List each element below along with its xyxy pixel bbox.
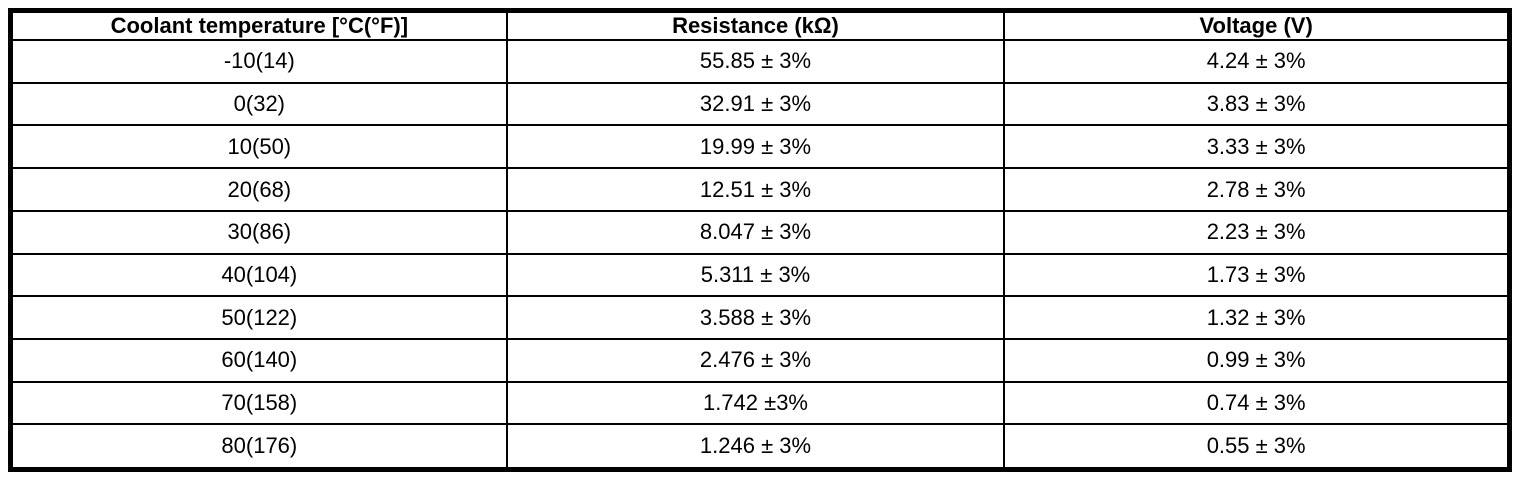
voltage-cell: 1.73 ± 3%	[1003, 252, 1511, 298]
voltage-cell: 4.24 ± 3%	[1003, 39, 1511, 84]
column-header-resistance: Resistance (kΩ)	[505, 9, 1006, 41]
resistance-cell: 12.51 ± 3%	[505, 167, 1006, 212]
resistance-cell: 8.047 ± 3%	[505, 209, 1006, 255]
temperature-cell: 70(158)	[9, 380, 508, 426]
resistance-cell: 3.588 ± 3%	[505, 295, 1006, 341]
temperature-cell: 10(50)	[9, 124, 508, 170]
column-header-coolant-temperature: Coolant temperature [°C(°F)]	[9, 9, 508, 41]
temperature-cell: -10(14)	[9, 39, 508, 84]
table-row: 0(32) 32.91 ± 3% 3.83 ± 3%	[9, 81, 1511, 127]
voltage-cell: 0.99 ± 3%	[1003, 338, 1511, 383]
table-row: 70(158) 1.742 ±3% 0.74 ± 3%	[9, 380, 1511, 426]
temperature-cell: 30(86)	[9, 209, 508, 255]
table-row: 10(50) 19.99 ± 3% 3.33 ± 3%	[9, 124, 1511, 170]
table-row: 30(86) 8.047 ± 3% 2.23 ± 3%	[9, 209, 1511, 255]
temperature-cell: 80(176)	[9, 423, 508, 471]
temperature-cell: 0(32)	[9, 81, 508, 127]
resistance-cell: 32.91 ± 3%	[505, 81, 1006, 127]
voltage-cell: 2.78 ± 3%	[1003, 167, 1511, 212]
column-header-voltage: Voltage (V)	[1003, 9, 1511, 41]
voltage-cell: 2.23 ± 3%	[1003, 209, 1511, 255]
header-row: Coolant temperature [°C(°F)] Resistance …	[9, 9, 1511, 41]
spec-table-container: Coolant temperature [°C(°F)] Resistance …	[8, 8, 1512, 472]
table-row: 20(68) 12.51 ± 3% 2.78 ± 3%	[9, 167, 1511, 212]
table-row: 60(140) 2.476 ± 3% 0.99 ± 3%	[9, 338, 1511, 383]
voltage-cell: 3.33 ± 3%	[1003, 124, 1511, 170]
table-row: -10(14) 55.85 ± 3% 4.24 ± 3%	[9, 39, 1511, 84]
table-row: 80(176) 1.246 ± 3% 0.55 ± 3%	[9, 423, 1511, 471]
voltage-cell: 0.55 ± 3%	[1003, 423, 1511, 471]
coolant-temp-spec-table: Coolant temperature [°C(°F)] Resistance …	[8, 8, 1512, 472]
voltage-cell: 1.32 ± 3%	[1003, 295, 1511, 341]
temperature-cell: 40(104)	[9, 252, 508, 298]
resistance-cell: 1.742 ±3%	[505, 380, 1006, 426]
voltage-cell: 3.83 ± 3%	[1003, 81, 1511, 127]
table-row: 40(104) 5.311 ± 3% 1.73 ± 3%	[9, 252, 1511, 298]
temperature-cell: 50(122)	[9, 295, 508, 341]
temperature-cell: 20(68)	[9, 167, 508, 212]
table-row: 50(122) 3.588 ± 3% 1.32 ± 3%	[9, 295, 1511, 341]
resistance-cell: 2.476 ± 3%	[505, 338, 1006, 383]
voltage-cell: 0.74 ± 3%	[1003, 380, 1511, 426]
resistance-cell: 55.85 ± 3%	[505, 39, 1006, 84]
resistance-cell: 5.311 ± 3%	[505, 252, 1006, 298]
resistance-cell: 19.99 ± 3%	[505, 124, 1006, 170]
temperature-cell: 60(140)	[9, 338, 508, 383]
resistance-cell: 1.246 ± 3%	[505, 423, 1006, 471]
